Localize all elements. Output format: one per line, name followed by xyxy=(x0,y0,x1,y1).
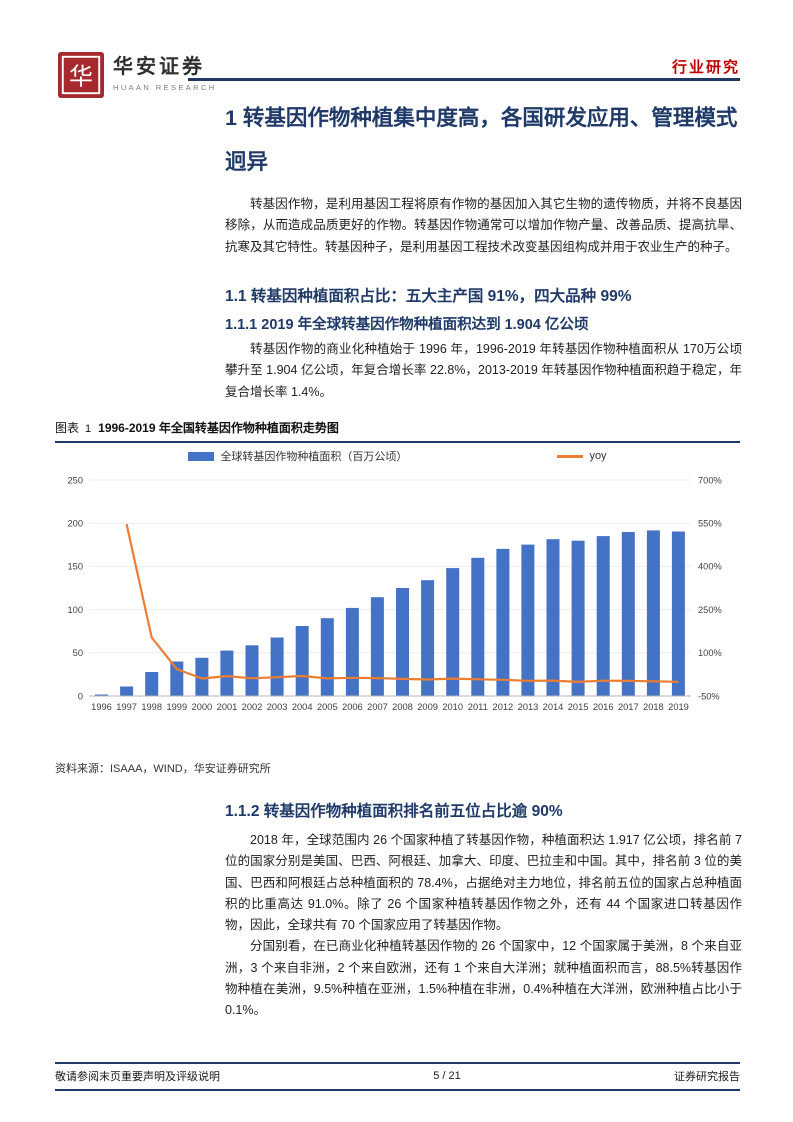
svg-text:700%: 700% xyxy=(698,475,722,485)
header-divider xyxy=(188,78,740,81)
footer-page-number: 5 / 21 xyxy=(433,1070,461,1082)
intro-paragraph: 转基因作物，是利用基因工程将原有作物的基因加入其它生物的遗传物质，并将不良基因移… xyxy=(225,197,742,254)
svg-text:2000: 2000 xyxy=(192,702,213,712)
svg-text:2012: 2012 xyxy=(493,702,514,712)
svg-text:150: 150 xyxy=(67,562,83,572)
legend-yoy-swatch xyxy=(557,454,584,458)
section-1-1-heading: 1.1 转基因种植面积占比：五大主产国 91%，四大品种 99% xyxy=(225,288,632,305)
svg-text:250: 250 xyxy=(67,475,83,485)
footer-divider-bottom xyxy=(55,1089,740,1091)
section-1-1-2-body: 2018 年，全球范围内 26 个国家种植了转基因作物，种植面积达 1.917 … xyxy=(225,830,742,1021)
logo-text-block: 华安证券 HUAAN RESEARCH xyxy=(113,52,217,92)
figure-number: 1 xyxy=(85,423,92,435)
svg-text:2015: 2015 xyxy=(568,702,589,712)
svg-text:0: 0 xyxy=(78,691,83,701)
svg-text:2018: 2018 xyxy=(643,702,664,712)
svg-text:250%: 250% xyxy=(698,605,722,615)
section-1-1-2-paragraph-a: 2018 年，全球范围内 26 个国家种植了转基因作物，种植面积达 1.917 … xyxy=(225,833,742,932)
svg-text:50: 50 xyxy=(73,648,83,658)
svg-text:2002: 2002 xyxy=(242,702,263,712)
figure-caption: 图表 1 1996-2019 年全国转基因作物种植面积走势图 xyxy=(55,419,740,443)
svg-text:100%: 100% xyxy=(698,648,722,658)
section-1-1-1-paragraph: 转基因作物的商业化种植始于 1996 年，1996-2019 年转基因作物种植面… xyxy=(225,342,742,399)
figure-label: 图表 xyxy=(55,421,80,435)
svg-text:2003: 2003 xyxy=(267,702,288,712)
figure-title: 1996-2019 年全国转基因作物种植面积走势图 xyxy=(98,421,339,435)
legend-area-swatch xyxy=(188,451,215,461)
svg-text:2016: 2016 xyxy=(593,702,614,712)
section-1-1-2-paragraph-b: 分国别看，在已商业化种植转基因作物的 26 个国家中，12 个国家属于美洲，8 … xyxy=(225,939,742,1017)
footer-disclaimer: 敬请参阅末页重要声明及评级说明 xyxy=(55,1071,220,1083)
svg-text:2013: 2013 xyxy=(518,702,539,712)
huaan-seal-icon: 华 xyxy=(58,52,104,98)
svg-text:2019: 2019 xyxy=(668,702,689,712)
legend-item-yoy: yoy xyxy=(557,450,607,462)
svg-text:2011: 2011 xyxy=(468,702,488,712)
svg-text:华: 华 xyxy=(69,64,93,91)
svg-text:-50%: -50% xyxy=(698,691,720,701)
svg-text:1997: 1997 xyxy=(116,702,137,712)
section-1-1-1-heading: 1.1.1 2019 年全球转基因作物种植面积达到 1.904 亿公顷 xyxy=(225,317,589,333)
svg-text:1999: 1999 xyxy=(166,702,187,712)
report-category: 行业研究 xyxy=(671,59,740,76)
svg-text:2017: 2017 xyxy=(618,702,639,712)
svg-text:1998: 1998 xyxy=(141,702,162,712)
svg-text:2007: 2007 xyxy=(367,702,388,712)
svg-text:400%: 400% xyxy=(698,562,722,572)
svg-text:2005: 2005 xyxy=(317,702,338,712)
chart-legend: 全球转基因作物种植面积（百万公顷） yoy xyxy=(55,446,740,466)
svg-text:2010: 2010 xyxy=(442,702,463,712)
legend-area-label: 全球转基因作物种植面积（百万公顷） xyxy=(220,451,408,463)
legend-item-area: 全球转基因作物种植面积（百万公顷） xyxy=(188,448,407,464)
svg-text:2014: 2014 xyxy=(543,702,564,712)
huaan-logo: 华 华安证券 HUAAN RESEARCH xyxy=(58,52,217,98)
section-1-1-2-heading: 1.1.2 转基因作物种植面积排名前五位占比逾 90% xyxy=(225,803,563,820)
svg-text:200: 200 xyxy=(67,519,83,529)
footer-report-type: 证券研究报告 xyxy=(674,1071,740,1083)
svg-text:2009: 2009 xyxy=(417,702,438,712)
footer: 敬请参阅末页重要声明及评级说明 5 / 21 证券研究报告 xyxy=(55,1068,740,1084)
chart-plot: 0 50 100 150 200 250 -50% 100% 250% 400% 550% 700% 1… xyxy=(67,475,722,712)
legend-yoy-label: yoy xyxy=(589,450,607,462)
svg-text:2001: 2001 xyxy=(217,702,238,712)
area-trend-chart: 全球转基因作物种植面积（百万公顷） yoy 0 50 100 150 200 250 -50… xyxy=(55,446,740,725)
svg-text:1996: 1996 xyxy=(91,702,112,712)
svg-text:550%: 550% xyxy=(698,519,722,529)
logo-subtitle: HUAAN RESEARCH xyxy=(113,83,217,92)
footer-divider-top xyxy=(55,1062,740,1064)
figure-source: 资料来源：ISAAA，WIND，华安证券研究所 xyxy=(55,763,271,775)
page-title: 1 转基因作物种植集中度高，各国研发应用、管理模式迥异 xyxy=(225,106,738,175)
svg-text:100: 100 xyxy=(67,605,83,615)
logo-title: 华安证券 xyxy=(113,56,205,78)
svg-text:2004: 2004 xyxy=(292,702,313,712)
svg-text:2006: 2006 xyxy=(342,702,363,712)
svg-text:2008: 2008 xyxy=(392,702,413,712)
